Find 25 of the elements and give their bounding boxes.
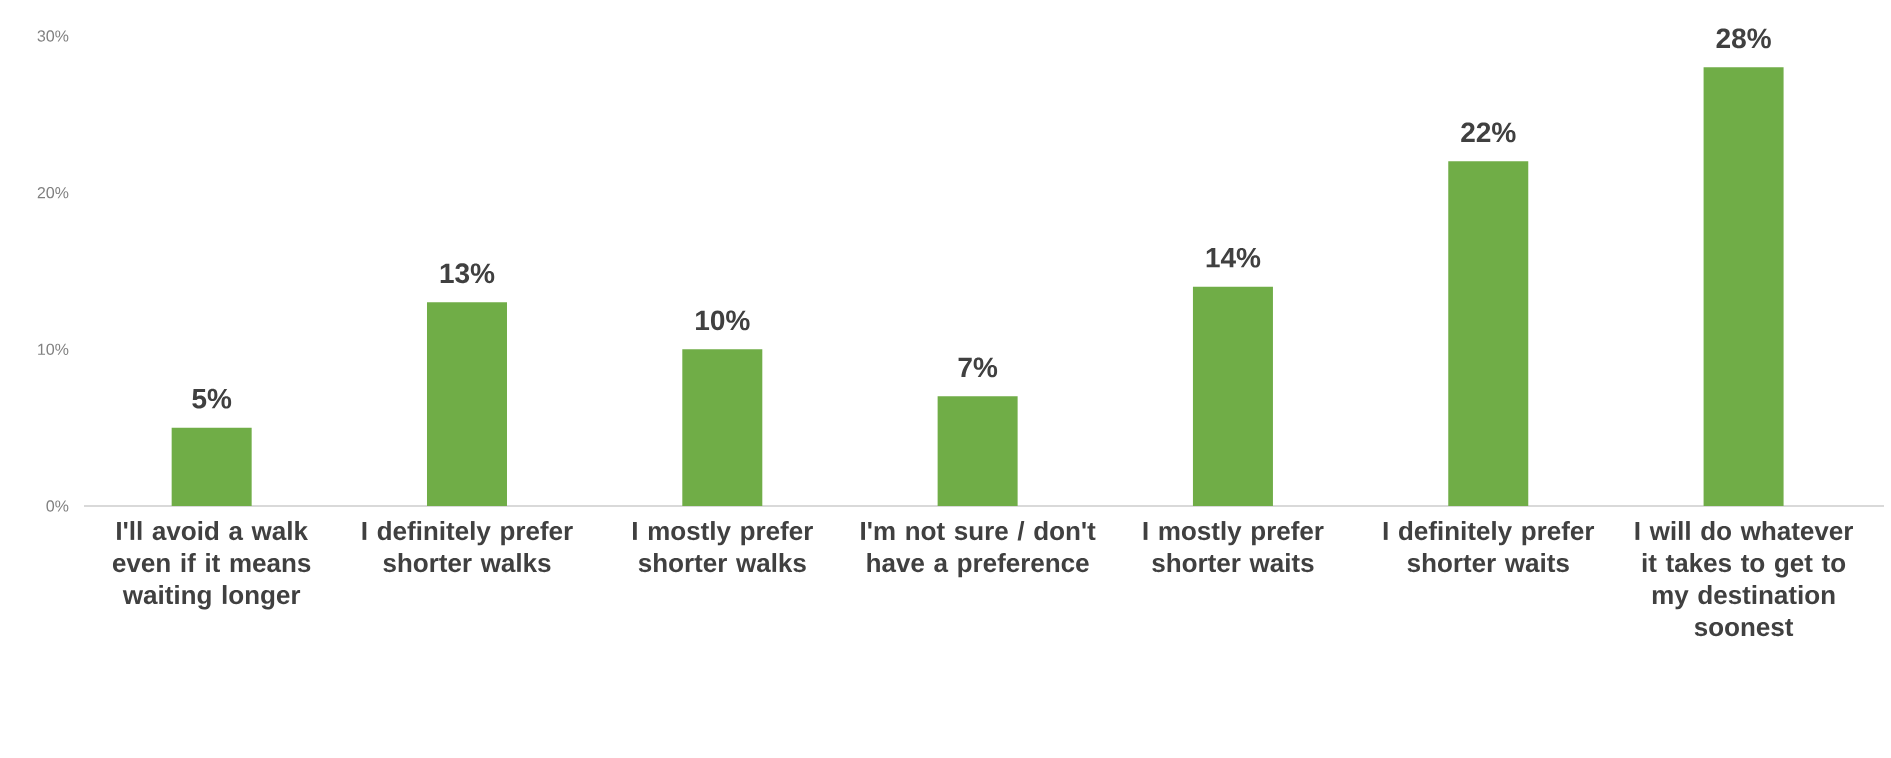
- y-tick-label: 30%: [37, 30, 69, 42]
- y-tick-label: 10%: [38, 343, 69, 355]
- data-label: 28%: [1716, 28, 1771, 49]
- bar: [1703, 67, 1784, 506]
- data-label: 14%: [1206, 247, 1261, 268]
- data-label: 22%: [1461, 122, 1516, 143]
- bar: [1192, 286, 1273, 506]
- x-tick-label: I'm not sure / don't have a preference: [861, 521, 1096, 578]
- data-label: 13%: [440, 263, 495, 284]
- data-label: 5%: [192, 388, 232, 409]
- y-tick-label: 20%: [37, 187, 69, 199]
- bar: [171, 427, 252, 506]
- x-tick-label: I mostly prefer shorter walks: [633, 521, 813, 573]
- x-tick-label: I will do whatever it takes to get to my destination soonest: [1635, 521, 1853, 637]
- x-tick-label: I definitely prefer shorter waits: [1383, 521, 1595, 573]
- bar: [937, 396, 1018, 506]
- bar: [1448, 161, 1529, 506]
- x-tick-label: I'll avoid a walk even if it means waiting longer: [112, 521, 311, 610]
- bar: [682, 349, 763, 506]
- y-tick-label: 0%: [46, 500, 69, 512]
- bar: [426, 302, 507, 506]
- x-tick-label: I mostly prefer shorter waits: [1143, 521, 1324, 573]
- data-label: 10%: [696, 310, 750, 331]
- x-tick-label: I definitely prefer shorter walks: [362, 521, 573, 573]
- data-label: 7%: [958, 357, 998, 378]
